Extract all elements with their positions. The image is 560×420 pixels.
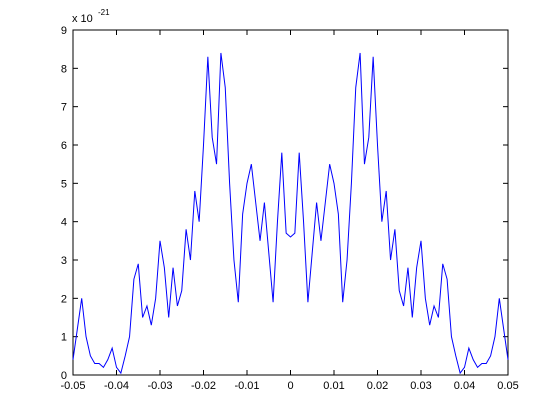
x-tick-label: -0.03 — [147, 380, 172, 392]
y-tick-label: 0 — [61, 370, 67, 382]
y-exponent-base: x 10 — [72, 13, 93, 25]
x-tick-label: -0.01 — [234, 380, 259, 392]
x-tick-label: -0.02 — [191, 380, 216, 392]
x-tick-label: 0.01 — [323, 380, 344, 392]
y-tick-label: 3 — [61, 255, 67, 267]
y-tick-label: 6 — [61, 140, 67, 152]
y-tick-label: 9 — [61, 25, 67, 37]
x-tick-label: 0.04 — [454, 380, 475, 392]
x-tick-label: -0.05 — [60, 380, 85, 392]
x-tick-label: 0.03 — [410, 380, 431, 392]
x-tick-label: 0.02 — [367, 380, 388, 392]
data-line — [72, 52, 509, 375]
y-tick-label: 2 — [61, 293, 67, 305]
y-tick-label: 5 — [61, 178, 67, 190]
x-tick-label: 0.05 — [497, 380, 518, 392]
y-tick-label: 7 — [61, 102, 67, 114]
plot-box — [72, 29, 509, 376]
y-tick-label: 4 — [61, 217, 67, 229]
y-exponent-power: -21 — [98, 8, 110, 17]
y-tick-label: 1 — [61, 332, 67, 344]
x-tick-label: -0.04 — [104, 380, 129, 392]
y-tick-label: 8 — [61, 63, 67, 75]
x-tick-label: 0 — [287, 380, 293, 392]
